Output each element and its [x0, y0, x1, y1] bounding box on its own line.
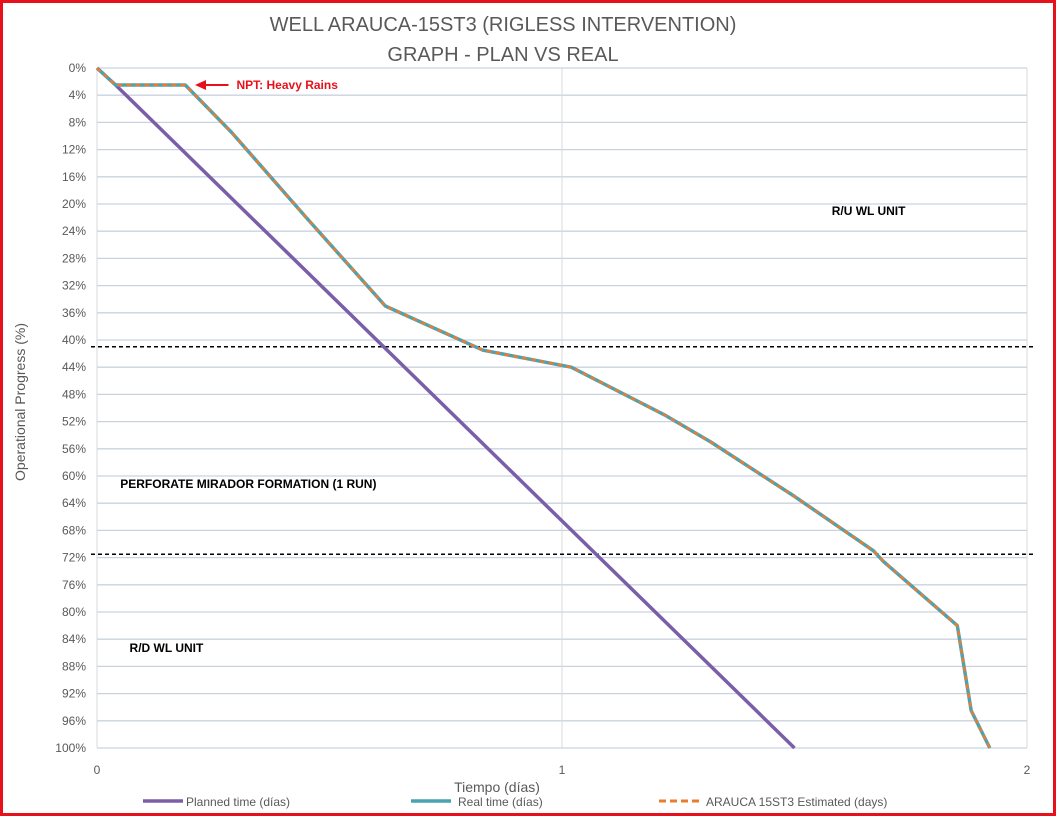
- y-tick-label: 88%: [62, 659, 86, 673]
- y-tick-label: 80%: [62, 605, 86, 619]
- y-tick-label: 8%: [69, 115, 87, 129]
- section-annotation: R/D WL UNIT: [130, 641, 204, 655]
- y-tick-label: 16%: [62, 170, 86, 184]
- y-tick-label: 92%: [62, 687, 86, 701]
- legend-label-2: Real time (días): [458, 795, 543, 809]
- y-tick-label: 40%: [62, 333, 86, 347]
- legend: Planned time (días) Real time (días) ARAUC…: [143, 795, 887, 809]
- y-tick-label: 4%: [69, 88, 87, 102]
- y-tick-label: 20%: [62, 197, 86, 211]
- y-tick-label: 68%: [62, 523, 86, 537]
- x-tick-label: 0: [94, 763, 101, 777]
- npt-arrowhead: [195, 80, 206, 90]
- npt-annotation: NPT: Heavy Rains: [237, 78, 339, 92]
- y-tick-label: 28%: [62, 251, 86, 265]
- y-tick-label: 76%: [62, 578, 86, 592]
- y-tick-label: 64%: [62, 496, 86, 510]
- series-line-3: [96, 67, 991, 749]
- series-line-2: [95, 66, 992, 749]
- y-tick-label: 84%: [62, 632, 86, 646]
- chart-subtitle: GRAPH - PLAN VS REAL: [387, 44, 618, 66]
- y-tick-label: 48%: [62, 387, 86, 401]
- annotations: NPT: Heavy Rains R/U WL UNIT PERFORATE MIR…: [120, 78, 906, 655]
- chart-title: WELL ARAUCA-15ST3 (RIGLESS INTERVENTION): [270, 14, 737, 36]
- legend-label-3: ARAUCA 15ST3 Estimated (days): [706, 795, 887, 809]
- legend-label-1: Planned time (días): [186, 795, 290, 809]
- y-tick-label: 24%: [62, 224, 86, 238]
- x-tick-label: 2: [1024, 763, 1031, 777]
- y-tick-label: 12%: [62, 143, 86, 157]
- y-tick-label: 32%: [62, 279, 86, 293]
- y-axis-title: Operational Progress (%): [12, 323, 28, 481]
- section-annotation: PERFORATE MIRADOR FORMATION (1 RUN): [120, 477, 376, 491]
- y-tick-label: 56%: [62, 442, 86, 456]
- x-axis-title: Tiempo (días): [454, 779, 540, 795]
- y-tick-label: 72%: [62, 551, 86, 565]
- x-tick-label: 1: [559, 763, 566, 777]
- y-tick-label: 36%: [62, 306, 86, 320]
- y-tick-label: 52%: [62, 415, 86, 429]
- gridlines: [96, 67, 1028, 749]
- section-annotation: R/U WL UNIT: [832, 204, 906, 218]
- series-lines: [95, 66, 992, 750]
- y-tick-label: 96%: [62, 714, 86, 728]
- y-tick-label: 100%: [55, 741, 86, 755]
- y-tick-label: 0%: [69, 61, 87, 75]
- y-tick-label: 44%: [62, 360, 86, 374]
- y-tick-label: 60%: [62, 469, 86, 483]
- axis-ticks: 0% 4% 8% 12% 16% 20% 24% 28% 32% 36% 40% 44% 48% 52% 5…: [55, 61, 1030, 777]
